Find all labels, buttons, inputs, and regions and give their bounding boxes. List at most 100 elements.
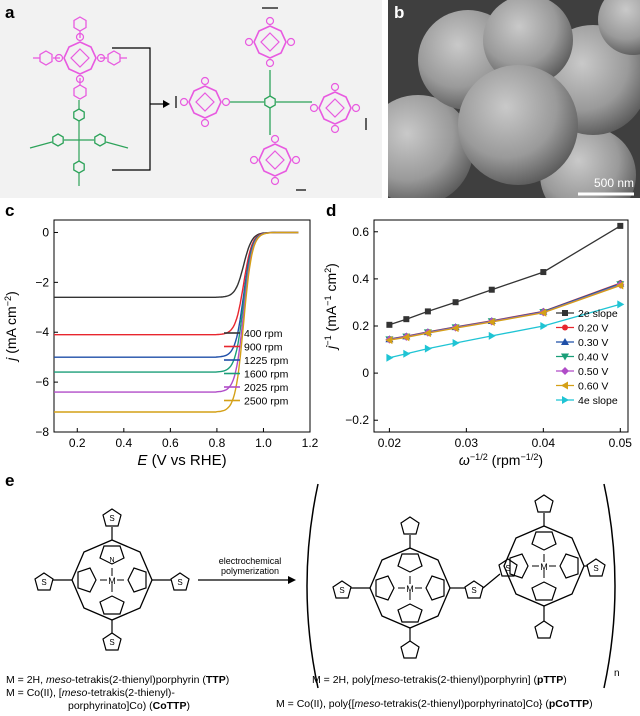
arrow-label-bottom: polymerization <box>221 566 279 576</box>
x-tick-label: 0.2 <box>69 436 86 450</box>
panel-e-polymerization-scheme: e <box>0 470 640 716</box>
polymer-repeat-unit-structure <box>332 494 606 659</box>
ttp-monomer-structure <box>34 508 190 651</box>
y-tick-label: 0 <box>362 366 369 380</box>
legend-label: 1225 rpm <box>244 355 289 367</box>
thiophene-s-label-left: S <box>41 578 46 587</box>
data-point <box>540 269 547 276</box>
scale-bar-label: 500 nm <box>593 176 634 190</box>
y-axis-label: j (mA cm−2) <box>3 291 19 363</box>
data-point <box>561 338 569 345</box>
repeat-count-n: n <box>614 668 620 679</box>
data-point <box>452 299 459 306</box>
legend-label: 1600 rpm <box>244 369 289 381</box>
legend-label: 2025 rpm <box>244 382 289 394</box>
thiophene-s-label-right: S <box>177 578 182 587</box>
lsv-curve-900-rpm <box>54 231 299 336</box>
y-tick-label: 0 <box>42 225 49 239</box>
data-point <box>561 381 568 390</box>
data-point <box>423 329 431 338</box>
monomer-caption: M = 2H, meso-tetrakis(2-thienyl)porphyri… <box>6 674 230 712</box>
metal-center-label-polymer-1: M <box>406 584 414 594</box>
polymer-caption: M = 2H, poly[meso-tetrakis(2-thienyl)por… <box>312 674 567 686</box>
data-point <box>452 338 460 347</box>
porphyrin-polymer-network <box>175 7 367 191</box>
porphyrin-monomer <box>33 16 127 100</box>
x-tick-label: 0.4 <box>115 436 132 450</box>
data-point <box>562 396 569 404</box>
data-point <box>539 308 547 317</box>
legend-label: 2500 rpm <box>244 396 289 408</box>
data-point <box>488 331 496 340</box>
data-point <box>561 367 569 375</box>
x-axis-label: E (V vs RHE) <box>137 452 226 468</box>
x-axis-label: ω−1/2 (rpm−1/2) <box>459 452 543 468</box>
polymerization-scheme-graphic: electrochemical polymerization n M M M S… <box>34 483 620 689</box>
panel-a-synthesis-scheme: a <box>0 0 382 198</box>
data-point <box>451 324 459 333</box>
y-tick-label: −6 <box>35 375 49 389</box>
panel-c-lsv-chart: c 0.2 0.4 0.6 0.8 1.0 1.2 0 −2 −4 −6 −8 E (V vs RHE… <box>0 200 322 468</box>
x-tick-label: 0.05 <box>609 436 633 450</box>
y-tick-label: 0.6 <box>352 225 369 239</box>
thiophene-s-label: S <box>109 514 114 523</box>
y-tick-label: 0.4 <box>352 272 369 286</box>
legend-label: 2e slope <box>578 308 618 320</box>
lsv-curve-400-rpm <box>54 231 299 298</box>
data-point <box>403 349 411 358</box>
legend-label: 0.40 V <box>578 352 608 364</box>
legend-label: 900 rpm <box>244 342 283 354</box>
x-tick-label: 1.2 <box>302 436 319 450</box>
synthesis-scheme-graphic <box>29 7 367 191</box>
data-point <box>562 324 568 331</box>
x-tick-label: 0.02 <box>378 436 402 450</box>
data-point <box>386 353 394 362</box>
panel-label-c: c <box>5 201 15 220</box>
x-tick-label: 0.03 <box>455 436 479 450</box>
data-point <box>562 310 568 316</box>
x-tick-label: 1.0 <box>255 436 272 450</box>
data-point <box>424 344 432 353</box>
legend-label: 0.60 V <box>578 381 608 393</box>
legend-label: 400 rpm <box>244 328 283 340</box>
panel-label-b: b <box>394 3 405 22</box>
data-point <box>617 222 624 229</box>
pyrrole-n-label: N <box>109 557 114 564</box>
y-tick-label: −8 <box>35 425 49 439</box>
koutecky-levich-chart-svg: 0.02 0.03 0.04 0.05 0.6 0.4 0.2 0 −0.2 ω−1/2 (rpm… <box>323 219 633 468</box>
x-tick-label: 0.04 <box>532 436 556 450</box>
x-tick-label: 0.6 <box>162 436 179 450</box>
polymer-thiophene-s-label-3: S <box>505 564 510 573</box>
data-point <box>424 308 431 315</box>
metal-center-label: M <box>108 576 116 586</box>
y-tick-label: −2 <box>35 275 49 289</box>
data-point <box>488 286 495 293</box>
thiophene-s-label-bottom: S <box>109 638 114 647</box>
legend-label: 0.30 V <box>578 337 608 349</box>
polymer-thiophene-s-label-4: S <box>593 564 598 573</box>
x-tick-label: 0.8 <box>209 436 226 450</box>
lsv-curve-2500-rpm <box>54 231 299 413</box>
reaction-bracket <box>112 47 151 171</box>
polymer-thiophene-s-label-1: S <box>339 586 344 595</box>
metal-center-label-polymer-2: M <box>540 562 548 572</box>
polymer-caption-cobalt: M = Co(II), poly{[meso-tetrakis(2-thieny… <box>276 698 593 710</box>
tetraphenylmethane-linker <box>29 100 129 186</box>
polymer-thiophene-s-label-2: S <box>471 586 476 595</box>
panel-b-sem-image: b 500 nm <box>388 0 640 198</box>
y-tick-label: 0.2 <box>352 319 369 333</box>
panel-label-a: a <box>5 3 15 22</box>
left-parenthesis <box>306 483 319 689</box>
sem-micrograph <box>388 0 640 198</box>
legend-label: 0.50 V <box>578 366 608 378</box>
data-point <box>617 300 625 309</box>
data-point <box>385 336 393 345</box>
y-tick-label: −0.2 <box>345 413 369 427</box>
legend-label: 4e slope <box>578 395 618 407</box>
data-point <box>487 317 495 326</box>
plot-frame <box>53 219 311 433</box>
right-parenthesis <box>603 483 616 689</box>
data-point <box>402 333 410 342</box>
panel-label-d: d <box>326 201 337 220</box>
data-point <box>616 281 624 290</box>
